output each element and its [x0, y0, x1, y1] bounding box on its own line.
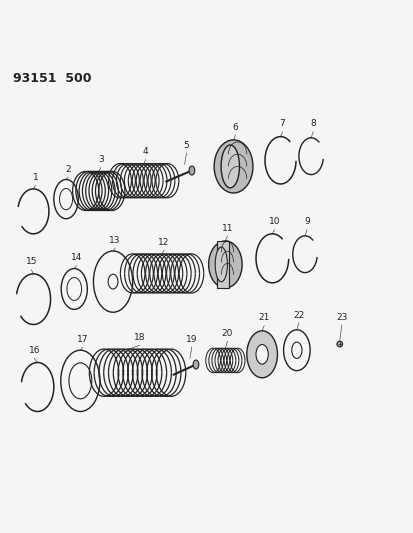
- Text: 11: 11: [221, 224, 233, 232]
- Ellipse shape: [108, 274, 118, 289]
- Ellipse shape: [336, 341, 342, 347]
- Text: 2: 2: [65, 165, 71, 174]
- Text: 4: 4: [142, 147, 148, 156]
- Ellipse shape: [61, 269, 87, 309]
- Ellipse shape: [192, 360, 198, 369]
- Text: 1: 1: [33, 173, 38, 182]
- Text: 15: 15: [26, 257, 37, 266]
- Ellipse shape: [59, 189, 72, 209]
- Ellipse shape: [255, 344, 268, 364]
- Text: 16: 16: [28, 346, 40, 355]
- Text: 93151  500: 93151 500: [13, 72, 91, 85]
- Text: 20: 20: [221, 329, 233, 338]
- Ellipse shape: [221, 145, 239, 188]
- Ellipse shape: [69, 363, 92, 399]
- Text: 9: 9: [304, 217, 309, 227]
- Text: 3: 3: [98, 156, 103, 164]
- Ellipse shape: [189, 166, 194, 175]
- Polygon shape: [217, 241, 229, 288]
- Ellipse shape: [291, 342, 301, 358]
- Ellipse shape: [283, 330, 309, 370]
- Text: 13: 13: [109, 236, 121, 245]
- Text: 12: 12: [158, 238, 169, 247]
- Text: 23: 23: [335, 313, 347, 321]
- Text: 17: 17: [76, 335, 88, 344]
- Ellipse shape: [61, 350, 100, 411]
- Text: 5: 5: [183, 141, 189, 150]
- Text: 8: 8: [310, 119, 315, 128]
- Text: 14: 14: [71, 253, 82, 262]
- Ellipse shape: [215, 247, 227, 282]
- Ellipse shape: [54, 180, 78, 219]
- Ellipse shape: [93, 251, 132, 312]
- Text: 21: 21: [258, 313, 269, 322]
- Ellipse shape: [214, 140, 252, 193]
- Text: 6: 6: [232, 123, 238, 132]
- Text: 22: 22: [292, 311, 304, 320]
- Ellipse shape: [208, 241, 242, 288]
- Text: 19: 19: [186, 335, 197, 344]
- Ellipse shape: [67, 278, 81, 301]
- Text: 7: 7: [279, 119, 285, 128]
- Ellipse shape: [246, 331, 277, 378]
- Text: 10: 10: [268, 217, 280, 227]
- Text: 18: 18: [133, 333, 145, 342]
